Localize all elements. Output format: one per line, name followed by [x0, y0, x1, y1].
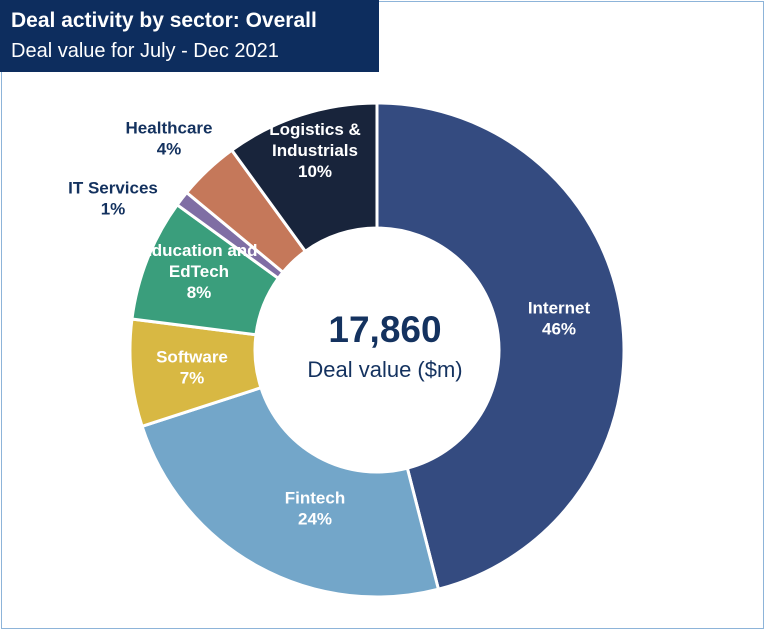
donut-hole: [256, 229, 498, 471]
slice-label-internet: Internet 46%: [528, 299, 591, 339]
slice-label-fintech: Fintech 24%: [285, 489, 345, 529]
chart-header: Deal activity by sector: Overall Deal va…: [0, 0, 379, 72]
slice-labels: Internet 46% Fintech 24% Software 7% Education…: [68, 119, 590, 529]
center-total-value: 17,860: [328, 309, 441, 350]
slice-internet: [375, 101, 626, 592]
slice-label-education-and-edtech: Education and EdTech 8%: [140, 241, 257, 302]
slice-fintech: [140, 385, 441, 599]
donut-slices: [128, 101, 626, 599]
slice-label-software: Software 7%: [156, 348, 228, 388]
chart-title: Deal activity by sector: Overall: [11, 9, 317, 32]
slice-label-healthcare: Healthcare 4%: [126, 119, 213, 159]
chart-subtitle: Deal value for July - Dec 2021: [11, 40, 279, 62]
slice-logistics-industrials: [229, 101, 379, 254]
center-total-caption: Deal value ($m): [307, 357, 462, 382]
slice-label-logistics-industrials: Logistics & Industrials 10%: [269, 120, 361, 181]
slice-label-it-services: IT Services 1%: [68, 179, 158, 219]
